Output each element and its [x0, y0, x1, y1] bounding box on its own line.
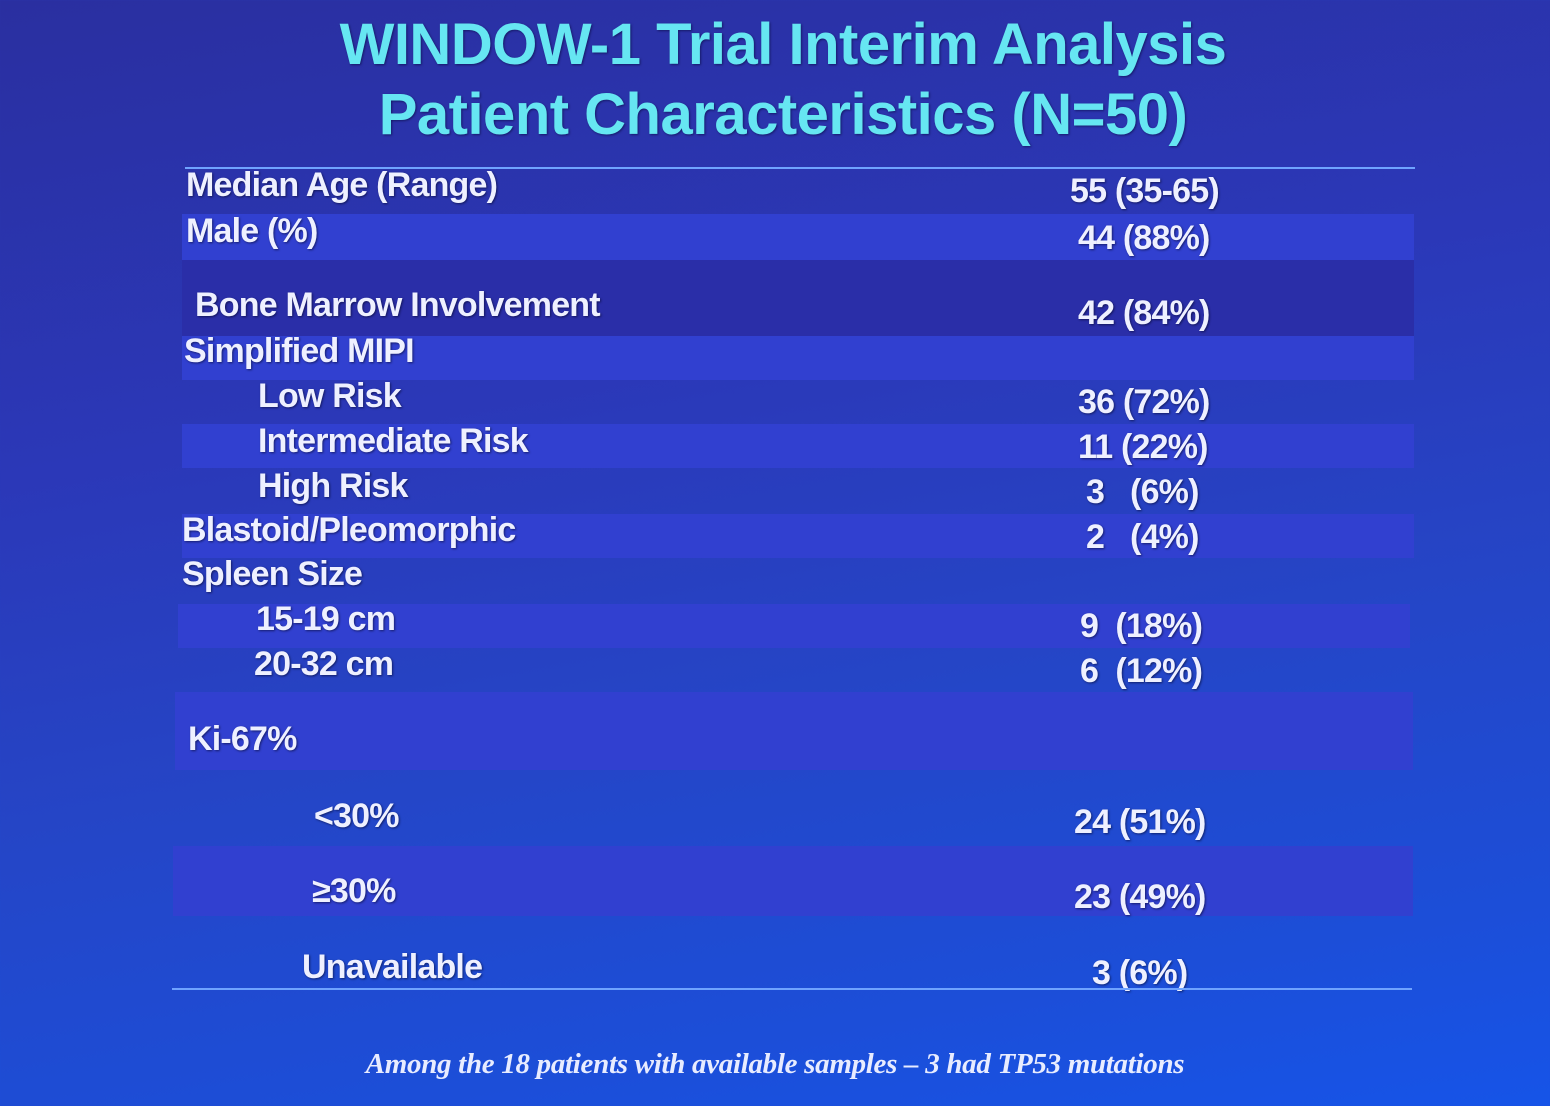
row-label: <30%	[314, 797, 400, 835]
row-label: Intermediate Risk	[258, 422, 529, 460]
slide-title-line-2: Patient Characteristics (N=50)	[378, 82, 1188, 147]
row-value: 23 (49%)	[1074, 878, 1206, 916]
row-label: Ki-67%	[188, 720, 297, 758]
slide-title-line-1: WINDOW-1 Trial Interim Analysis	[339, 12, 1227, 77]
row-value: 36 (72%)	[1078, 383, 1210, 421]
row-value: 55 (35-65)	[1070, 172, 1220, 210]
row-value: 3 (6%)	[1086, 473, 1199, 511]
row-label: Male (%)	[186, 212, 318, 250]
row-label: High Risk	[258, 467, 408, 505]
row-value: 2 (4%)	[1086, 518, 1199, 556]
row-value: 9 (18%)	[1080, 607, 1203, 645]
footnote: Among the 18 patients with available sam…	[365, 1048, 1185, 1080]
row-value: 44 (88%)	[1078, 219, 1210, 257]
row-label: Bone Marrow Involvement	[195, 286, 601, 324]
row-label: 20-32 cm	[254, 645, 394, 683]
table-top-rule	[185, 167, 1415, 169]
row-value: 42 (84%)	[1078, 294, 1210, 332]
row-label: Median Age (Range)	[186, 166, 498, 204]
row-value: 3 (6%)	[1092, 954, 1188, 992]
row-label: Low Risk	[258, 377, 402, 415]
table-bottom-rule	[172, 988, 1412, 990]
row-band-ge30	[173, 846, 1413, 916]
row-band-mipi	[182, 336, 1414, 380]
row-band-bone-marrow	[182, 260, 1414, 336]
row-label: Spleen Size	[182, 555, 363, 593]
row-label: Unavailable	[302, 948, 483, 986]
row-label: Blastoid/Pleomorphic	[182, 511, 516, 549]
row-label: ≥30%	[312, 872, 396, 910]
row-band-blastoid	[182, 514, 1414, 558]
row-value: 6 (12%)	[1080, 652, 1203, 690]
row-label: 15-19 cm	[256, 600, 396, 638]
row-band-intermediate	[182, 424, 1414, 468]
row-band-spleen-15	[178, 604, 1410, 648]
row-band-ki67	[175, 692, 1413, 770]
row-band-male	[182, 214, 1414, 260]
row-value: 24 (51%)	[1074, 803, 1206, 841]
row-label: Simplified MIPI	[184, 332, 415, 370]
row-value: 11 (22%)	[1078, 428, 1208, 466]
